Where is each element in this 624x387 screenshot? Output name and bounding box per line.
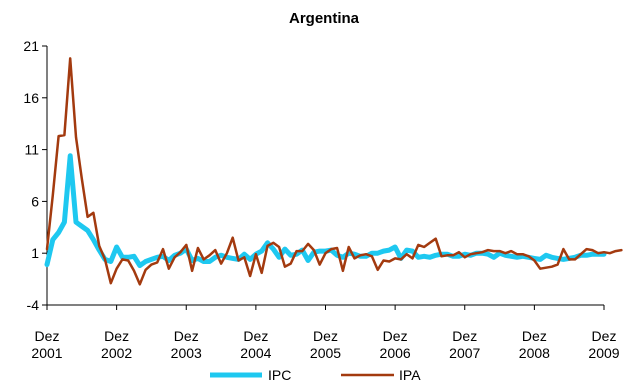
x-tick-label-month: Dez (174, 328, 199, 344)
legend-label-ipa: IPA (399, 367, 421, 383)
x-tick-label-year: 2002 (101, 345, 132, 361)
series-line-ipc (44, 153, 607, 269)
x-tick-label-year: 2006 (380, 345, 411, 361)
series-line-ipa (45, 57, 623, 286)
x-tick-label-month: Dez (104, 328, 129, 344)
x-tick-label-month: Dez (243, 328, 268, 344)
x-tick-label-month: Dez (313, 328, 338, 344)
x-tick-label-year: 2008 (519, 345, 550, 361)
x-tick-label-month: Dez (35, 328, 60, 344)
y-tick-label: 21 (23, 38, 39, 54)
x-tick-label-month: Dez (383, 328, 408, 344)
x-tick-label-year: 2007 (449, 345, 480, 361)
x-tick-label-year: 2001 (31, 345, 62, 361)
x-tick-label-year: 2003 (171, 345, 202, 361)
y-tick-label: -4 (27, 297, 40, 313)
legend: IPC IPA (210, 367, 421, 383)
x-tick-label-year: 2004 (240, 345, 271, 361)
y-tick-label: 6 (31, 193, 39, 209)
x-tick-label-month: Dez (592, 328, 617, 344)
x-tick-label-month: Dez (452, 328, 477, 344)
y-tick-label: 16 (23, 90, 39, 106)
x-tick-label-year: 2009 (588, 345, 619, 361)
legend-label-ipc: IPC (268, 367, 291, 383)
chart-title: Argentina (289, 10, 360, 27)
x-tick-label-month: Dez (522, 328, 547, 344)
y-tick-label: 11 (24, 142, 39, 158)
x-tick-label-year: 2005 (310, 345, 341, 361)
plot-area: -416111621Dez2001Dez2002Dez2003Dez2004De… (23, 38, 623, 361)
y-tick-label: 1 (31, 245, 39, 261)
